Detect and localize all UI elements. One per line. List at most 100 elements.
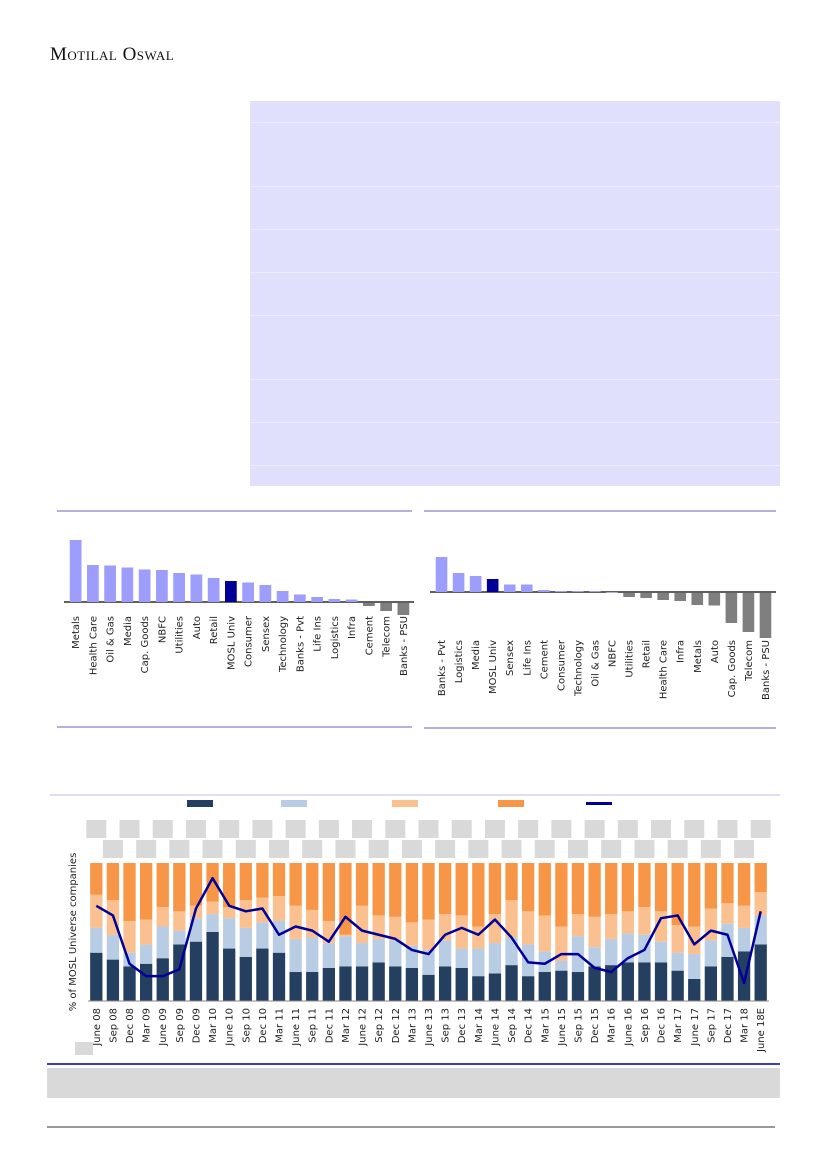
stack-segment-series-3: [156, 907, 169, 927]
redacted-data-label: [285, 820, 306, 838]
redacted-data-label: [534, 840, 555, 858]
x-tick-label: Dec 16: [657, 1008, 668, 1043]
stack-segment-series-1: [737, 951, 751, 1001]
stack-segment-series-1: [256, 948, 269, 1001]
x-tick-label: Metals: [71, 616, 82, 649]
bar-utilities: [173, 573, 185, 602]
x-tick-label: Auto: [192, 616, 203, 639]
stack-segment-series-3: [239, 900, 252, 928]
bar-health-care: [657, 593, 669, 600]
stack-segment-series-2: [555, 960, 568, 971]
stack-segment-series-2: [139, 944, 153, 964]
stack-segment-series-3: [123, 920, 136, 953]
stack-segment-series-2: [737, 927, 751, 952]
table-row-divider: [250, 272, 780, 273]
x-tick-label: Mar 18: [740, 1008, 751, 1043]
stack-segment-series-1: [422, 974, 435, 1001]
stack-segment-series-2: [322, 943, 335, 968]
stack-segment-series-1: [538, 972, 551, 1001]
stack-segment-series-3: [272, 896, 286, 921]
bar-cement: [538, 590, 550, 592]
stack-segment-series-2: [671, 952, 684, 971]
stack-segment-series-1: [239, 956, 252, 1001]
x-tick-label: Technology: [573, 640, 584, 697]
stack-segment-series-2: [289, 938, 302, 973]
stack-segment-series-1: [721, 956, 734, 1001]
x-tick-label: Mar 12: [341, 1008, 352, 1043]
bar-sensex: [503, 584, 516, 592]
stack-segment-series-4: [355, 863, 369, 906]
x-tick-label: Mar 13: [407, 1008, 418, 1043]
x-tick-label: Logistics: [330, 616, 341, 659]
bar-metals: [691, 593, 704, 605]
x-tick-label: Consumer: [244, 615, 255, 667]
stack-segment-series-3: [605, 914, 618, 939]
stack-segment-series-3: [671, 925, 684, 953]
x-tick-label: Mar 09: [142, 1008, 153, 1043]
stack-segment-series-2: [223, 918, 236, 949]
x-tick-label: June 18E: [756, 1008, 767, 1053]
x-tick-label: Banks - PSU: [399, 616, 410, 676]
stack-segment-series-3: [206, 901, 219, 915]
x-tick-label: June 13: [424, 1008, 435, 1047]
stack-segment-series-3: [555, 926, 568, 961]
bar-life-ins: [520, 584, 533, 592]
stack-segment-series-1: [754, 944, 767, 1001]
stack-segment-series-1: [355, 966, 369, 1001]
stack-segment-series-1: [389, 966, 402, 1001]
stack-segment-series-3: [355, 905, 369, 944]
stack-segment-series-4: [139, 863, 153, 920]
redacted-data-label: [501, 840, 522, 858]
x-tick-label: Health Care: [88, 616, 99, 675]
stack-segment-series-4: [704, 863, 718, 909]
stack-segment-series-4: [272, 863, 286, 897]
redacted-data-label: [601, 840, 622, 858]
x-tick-label: Sep 15: [573, 1008, 584, 1043]
redacted-data-label: [352, 820, 373, 838]
stack-segment-series-4: [422, 863, 435, 920]
x-tick-label: Sep 11: [308, 1008, 319, 1043]
table-row-divider: [250, 422, 780, 423]
stack-segment-series-4: [638, 863, 651, 908]
legend-swatch-series-3: [392, 800, 418, 807]
x-tick-label: Dec 12: [391, 1008, 402, 1043]
stack-segment-series-4: [106, 863, 120, 901]
stack-segment-series-3: [571, 914, 585, 937]
redacted-data-label: [518, 820, 539, 838]
stack-segment-series-4: [538, 863, 551, 916]
stack-segment-series-1: [472, 976, 485, 1001]
bar-logistics: [328, 599, 341, 602]
x-tick-label: Mar 11: [275, 1008, 286, 1043]
x-tick-label: Technology: [278, 616, 289, 673]
redacted-data-label: [252, 820, 273, 838]
stack-segment-series-3: [405, 922, 419, 946]
bar-consumer: [555, 591, 567, 592]
x-tick-label: Utilities: [175, 616, 186, 654]
redacted-data-label: [667, 840, 688, 858]
stack-segment-series-4: [322, 863, 335, 921]
stack-segment-series-1: [455, 967, 468, 1001]
stack-segment-series-3: [139, 919, 153, 945]
x-tick-label: June 12: [358, 1008, 369, 1047]
stack-segment-series-4: [588, 863, 601, 917]
table-row-divider: [250, 379, 780, 380]
x-tick-label: MOSL Univ: [488, 640, 499, 694]
redacted-data-label: [152, 820, 173, 838]
stack-segment-series-4: [754, 863, 767, 892]
bar-banks-psu: [397, 603, 410, 615]
x-tick-label: Infra: [676, 640, 687, 663]
bar-telecom: [380, 603, 392, 611]
stack-segment-series-3: [289, 905, 302, 939]
stack-segment-series-4: [654, 863, 668, 912]
bar-mosl-univ: [225, 581, 237, 602]
stack-segment-series-1: [306, 972, 319, 1001]
stack-segment-series-4: [737, 863, 751, 906]
bar-cap-goods: [138, 569, 151, 602]
stack-segment-series-2: [90, 927, 103, 953]
x-tick-label: Dec 17: [723, 1008, 734, 1043]
stacked-bar-chart: June 08 Sep 08 Dec 08 Mar 09 June 09 Sep 09 De…: [86, 800, 771, 1053]
stack-segment-series-4: [405, 863, 419, 923]
redacted-data-label: [451, 820, 472, 838]
bar-banks-pvt: [294, 594, 306, 602]
bar-cement: [363, 603, 375, 606]
